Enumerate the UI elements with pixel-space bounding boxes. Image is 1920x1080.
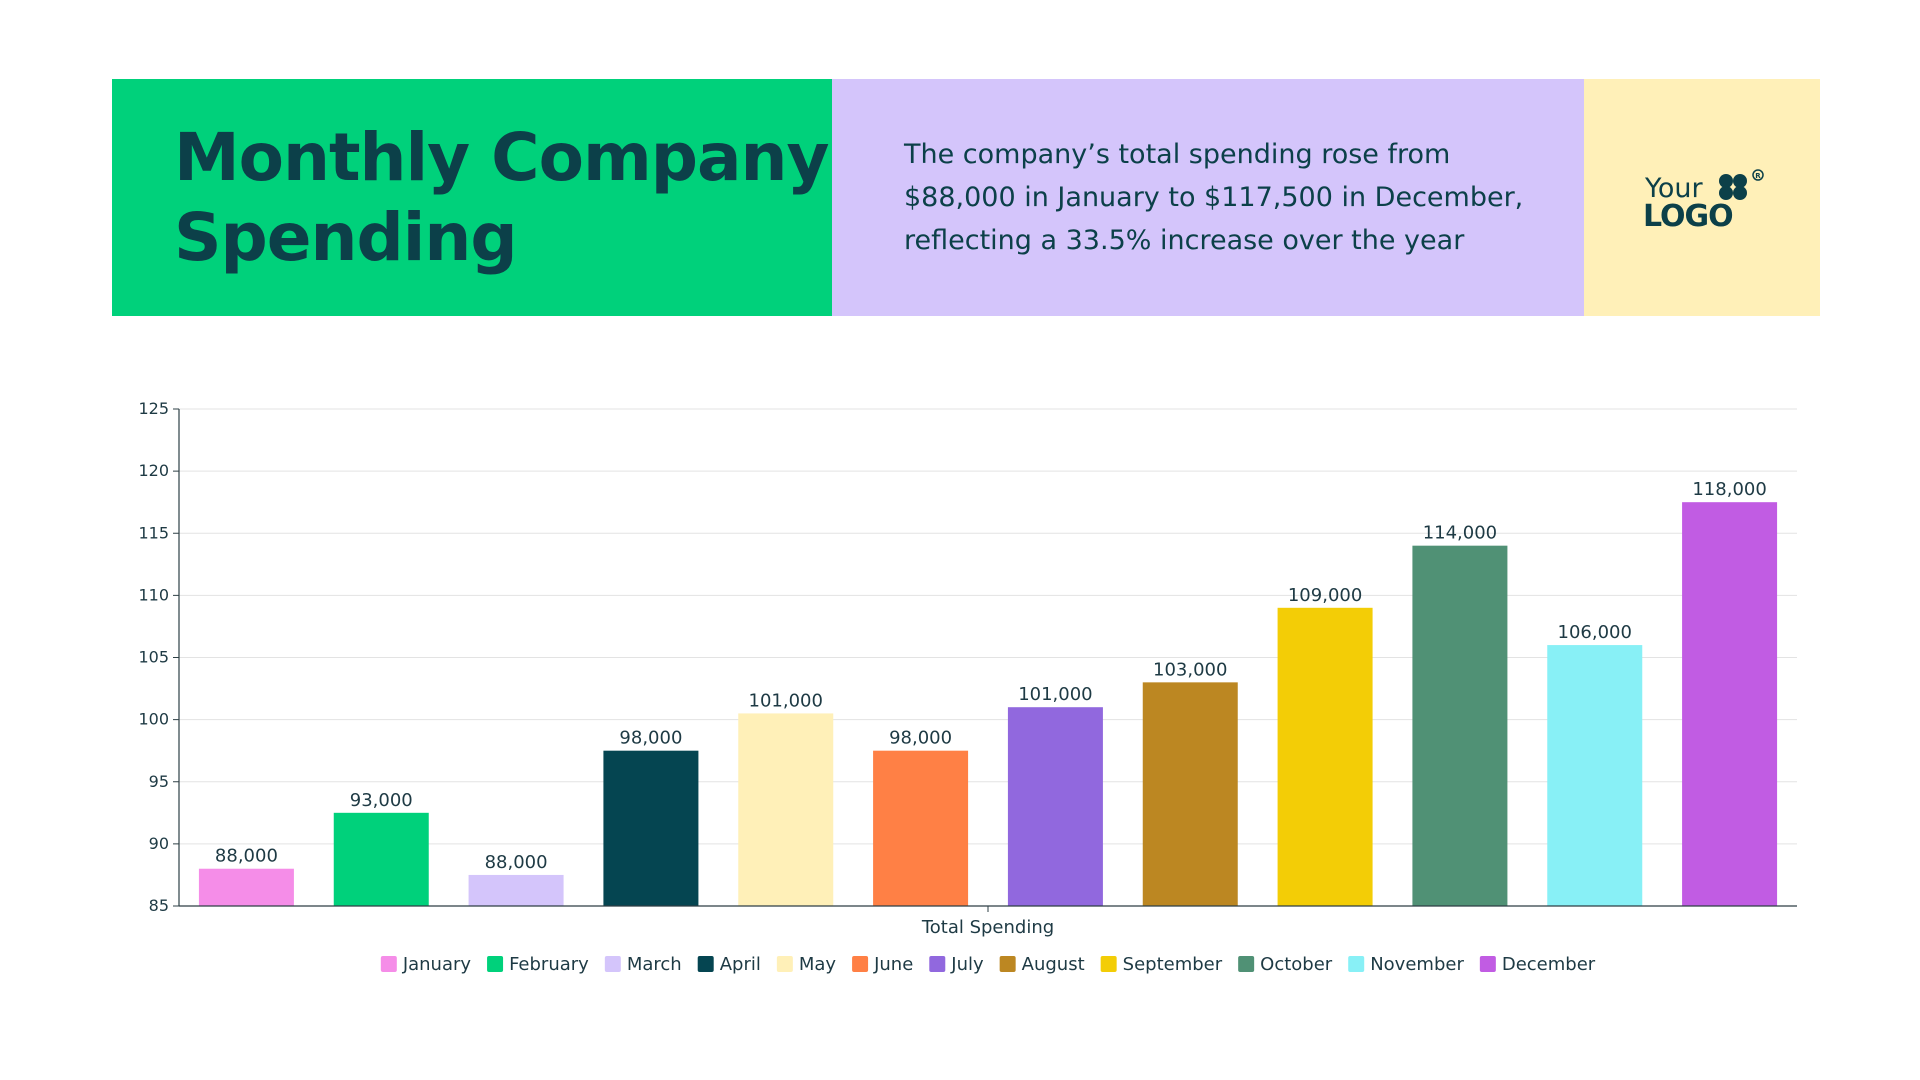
legend-label: June bbox=[873, 954, 913, 975]
legend-item-october[interactable]: October bbox=[1238, 954, 1333, 975]
clover-icon bbox=[1719, 173, 1747, 200]
bar-value-label: 106,000 bbox=[1558, 622, 1632, 643]
legend-label: September bbox=[1123, 954, 1223, 975]
legend-swatch bbox=[929, 956, 946, 972]
bar-may bbox=[738, 713, 834, 906]
legend-item-august[interactable]: August bbox=[999, 954, 1085, 975]
legend-swatch bbox=[697, 956, 714, 972]
legend-label: October bbox=[1260, 954, 1333, 975]
bar-october bbox=[1412, 545, 1508, 906]
legend-item-may[interactable]: May bbox=[776, 954, 837, 975]
legend-item-july[interactable]: July bbox=[929, 954, 984, 975]
legend-item-february[interactable]: February bbox=[487, 954, 589, 975]
legend-label: April bbox=[720, 954, 761, 975]
legend-label: July bbox=[950, 954, 984, 975]
bar-value-label: 88,000 bbox=[215, 846, 278, 867]
legend-item-december[interactable]: December bbox=[1479, 954, 1596, 975]
legend-swatch bbox=[1348, 956, 1365, 972]
y-tick-label: 105 bbox=[138, 648, 169, 667]
y-tick-label: 85 bbox=[149, 896, 169, 915]
bar-value-label: 98,000 bbox=[619, 728, 682, 749]
bar-value-label: 93,000 bbox=[350, 790, 413, 811]
bar-august bbox=[1142, 682, 1238, 906]
legend-item-september[interactable]: September bbox=[1100, 954, 1223, 975]
title-panel: Monthly Company Spending bbox=[112, 79, 832, 316]
bar-value-label: 109,000 bbox=[1288, 585, 1362, 606]
legend-swatch bbox=[999, 956, 1016, 972]
legend-item-january[interactable]: January bbox=[380, 954, 472, 975]
legend-swatch bbox=[776, 956, 793, 972]
svg-text:R: R bbox=[1755, 172, 1761, 180]
legend-label: November bbox=[1370, 954, 1464, 975]
legend-swatch bbox=[1238, 956, 1255, 972]
legend-swatch bbox=[852, 956, 869, 972]
bar-november bbox=[1547, 645, 1643, 906]
legend-label: August bbox=[1022, 954, 1085, 975]
logo-word-logo: LOGO bbox=[1643, 199, 1733, 233]
bar-june bbox=[873, 750, 969, 906]
bar-january bbox=[198, 868, 294, 906]
description-panel: The company’s total spending rose from $… bbox=[832, 79, 1584, 316]
legend-item-march[interactable]: March bbox=[604, 954, 682, 975]
bar-value-label: 118,000 bbox=[1692, 479, 1766, 500]
legend-swatch bbox=[487, 956, 504, 972]
bar-value-label: 88,000 bbox=[485, 852, 548, 873]
logo-panel: Your R LOGO bbox=[1584, 79, 1820, 316]
y-tick-label: 125 bbox=[138, 399, 169, 418]
description-text: The company’s total spending rose from $… bbox=[904, 133, 1523, 262]
bar-value-label: 114,000 bbox=[1423, 523, 1497, 544]
logo-word-your: Your bbox=[1644, 173, 1704, 204]
header-banner: Monthly Company Spending The company’s t… bbox=[112, 79, 1820, 316]
y-tick-label: 100 bbox=[138, 710, 169, 729]
bar-july bbox=[1007, 707, 1103, 906]
page-title-line2: Spending bbox=[174, 198, 518, 276]
legend-label: March bbox=[627, 954, 682, 975]
legend-item-november[interactable]: November bbox=[1348, 954, 1464, 975]
description-line3: reflecting a 33.5% increase over the yea… bbox=[904, 225, 1465, 256]
y-tick-label: 115 bbox=[138, 523, 169, 542]
bar-february bbox=[333, 812, 429, 906]
description-line1: The company’s total spending rose from bbox=[904, 139, 1451, 170]
page-title: Monthly Company Spending bbox=[174, 118, 830, 278]
legend-label: December bbox=[1502, 954, 1596, 975]
legend-item-april[interactable]: April bbox=[697, 954, 761, 975]
legend-swatch bbox=[1100, 956, 1117, 972]
bar-value-label: 103,000 bbox=[1153, 659, 1227, 680]
bar-september bbox=[1277, 607, 1373, 906]
legend-label: January bbox=[402, 954, 472, 975]
x-axis-title: Total Spending bbox=[921, 917, 1054, 938]
bar-december bbox=[1682, 502, 1778, 906]
legend-swatch bbox=[1479, 956, 1496, 972]
company-logo: Your R LOGO bbox=[1643, 168, 1764, 233]
legend-item-june[interactable]: June bbox=[852, 954, 913, 975]
legend-label: May bbox=[799, 954, 837, 975]
bar-value-label: 101,000 bbox=[749, 690, 823, 711]
y-tick-label: 120 bbox=[138, 461, 169, 480]
bar-value-label: 98,000 bbox=[889, 728, 952, 749]
bar-march bbox=[468, 874, 564, 906]
legend-swatch bbox=[380, 956, 397, 972]
y-tick-label: 95 bbox=[149, 772, 169, 791]
legend-swatch bbox=[604, 956, 621, 972]
page-title-line1: Monthly Company bbox=[174, 118, 830, 196]
y-tick-label: 90 bbox=[149, 834, 169, 853]
y-tick-label: 110 bbox=[138, 585, 169, 604]
registered-icon: R bbox=[1752, 168, 1764, 181]
bar-value-label: 101,000 bbox=[1018, 684, 1092, 705]
legend-label: February bbox=[509, 954, 589, 975]
bar-april bbox=[603, 750, 699, 906]
description-line2: $88,000 in January to $117,500 in Decemb… bbox=[904, 182, 1524, 213]
